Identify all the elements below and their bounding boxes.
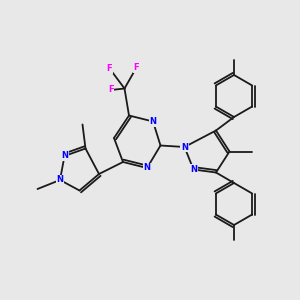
Text: N: N	[181, 142, 188, 152]
Text: F: F	[107, 64, 112, 73]
Text: N: N	[143, 164, 151, 172]
Text: N: N	[190, 165, 197, 174]
Text: N: N	[56, 176, 64, 184]
Text: F: F	[108, 85, 114, 94]
Text: N: N	[61, 152, 68, 160]
Text: N: N	[149, 117, 157, 126]
Text: F: F	[134, 63, 139, 72]
